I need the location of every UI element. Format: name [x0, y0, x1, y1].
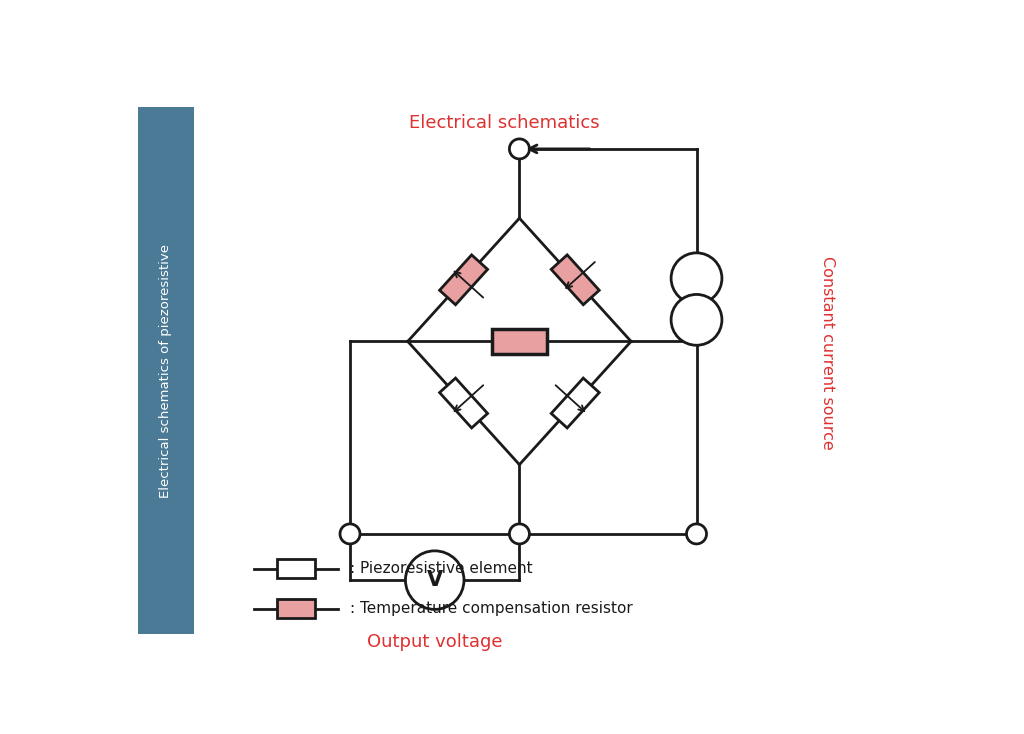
Circle shape [340, 524, 360, 544]
Text: Output voltage: Output voltage [367, 633, 503, 651]
Polygon shape [551, 378, 599, 428]
Circle shape [671, 252, 722, 304]
Bar [276, 600, 315, 618]
Bar [276, 559, 315, 578]
Circle shape [509, 524, 529, 544]
Text: : Temperature compensation resistor: : Temperature compensation resistor [350, 601, 633, 616]
Polygon shape [551, 255, 599, 305]
Circle shape [406, 550, 464, 609]
Bar [492, 329, 547, 354]
Text: Electrical schematics: Electrical schematics [409, 115, 599, 133]
Circle shape [509, 139, 529, 159]
Text: V: V [427, 570, 442, 590]
Text: Constant current source: Constant current source [820, 256, 835, 450]
Polygon shape [439, 255, 487, 305]
Circle shape [686, 524, 707, 544]
Text: : Piezoresistive element: : Piezoresistive element [350, 561, 532, 576]
Polygon shape [439, 378, 487, 428]
Bar [138, 106, 194, 634]
Text: Electrical schematics of piezoresistive: Electrical schematics of piezoresistive [160, 244, 172, 498]
Circle shape [671, 294, 722, 345]
